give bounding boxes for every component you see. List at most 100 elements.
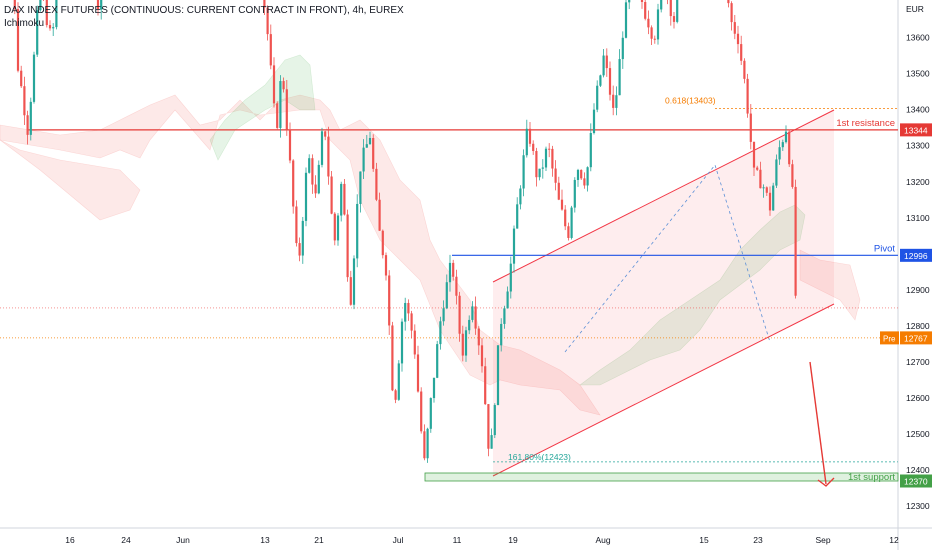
candle-body [96, 0, 100, 10]
projection-arrow [809, 361, 835, 487]
candle-body [525, 128, 528, 156]
candle-body [372, 138, 375, 169]
candle-body [320, 131, 324, 165]
candle-body [420, 391, 423, 432]
candle-body [522, 155, 525, 189]
time-tick-label: 13 [260, 535, 270, 545]
candle-body [404, 302, 407, 322]
price-tick-label: 13100 [906, 213, 930, 223]
candle-body [676, 0, 679, 22]
time-tick-label: 23 [753, 535, 763, 545]
candle-body [567, 226, 570, 238]
candle-body [400, 321, 404, 364]
candle-body [740, 44, 743, 61]
pivot-label: Pivot [874, 243, 895, 254]
pre-badge-text: Pre [883, 334, 896, 343]
candle-body [308, 158, 311, 173]
candle-body [644, 1, 647, 19]
candle-body [343, 183, 346, 215]
price-tick-label: 13400 [906, 105, 930, 115]
support-zone [424, 472, 899, 482]
cloud-bull-band [579, 204, 806, 386]
cloud-bear-band [0, 139, 141, 221]
time-tick-label: 15 [699, 535, 709, 545]
chart-header: DAX INDEX FUTURES (CONTINUOUS: CURRENT C… [4, 4, 404, 30]
time-tick-label: Jul [393, 535, 404, 545]
candle-body [471, 306, 474, 320]
candle-body [292, 160, 295, 207]
candle-body [16, 9, 20, 71]
candle-body [269, 34, 272, 66]
candle-body [548, 148, 551, 150]
candle-body [266, 7, 269, 35]
candle-body [410, 313, 413, 331]
support-price-tag-text: 12370 [904, 477, 928, 487]
candle-body [647, 18, 650, 28]
candle-body [506, 291, 509, 309]
candle-body [464, 330, 468, 356]
candle-body [359, 171, 362, 204]
resistance-label: 1st resistance [836, 118, 895, 129]
candle-body [544, 148, 548, 168]
candle-body [311, 158, 314, 185]
candle-body [628, 0, 631, 3]
candle-body [519, 188, 522, 205]
support-price-tag-bg [900, 474, 932, 488]
candle-body [452, 262, 455, 277]
candle-body [13, 0, 16, 10]
candle-body [650, 27, 653, 39]
candle-body [477, 328, 480, 346]
resistance-price-tag-bg [900, 123, 932, 137]
fib-swing-line [564, 164, 771, 353]
candle-body [784, 131, 788, 143]
candle-body [640, 0, 644, 2]
fib-0618-label: 0.618(13403) [665, 96, 716, 106]
candle-body [570, 207, 573, 238]
candle-body [560, 199, 564, 210]
candle-body [407, 302, 410, 314]
channel-fill [493, 110, 834, 476]
time-tick-label: 16 [65, 535, 75, 545]
candle-body [445, 282, 448, 309]
candle-body [778, 147, 781, 160]
candle-body [29, 101, 32, 135]
candle-body [535, 151, 538, 178]
candle-body [564, 209, 567, 227]
candle-body [624, 2, 628, 38]
candle-body [541, 167, 544, 169]
candle-body [314, 184, 317, 194]
candle-body [596, 85, 599, 110]
candle-body [746, 78, 749, 114]
candle-body [458, 295, 461, 334]
candle-body [788, 131, 791, 165]
candle-body [781, 142, 784, 148]
candle-body [500, 323, 503, 346]
time-tick-label: 24 [121, 535, 131, 545]
candle-body [461, 333, 464, 356]
price-tick-label: 12600 [906, 393, 930, 403]
candle-body [672, 16, 676, 22]
candle-body [349, 277, 352, 305]
candle-body [743, 60, 746, 79]
candle-body [538, 168, 541, 178]
ichimoku-cloud [0, 54, 861, 416]
candle-body [263, 0, 266, 8]
candle-body [423, 431, 426, 459]
rising-channel [492, 109, 835, 477]
time-tick-label: 11 [453, 535, 462, 545]
candle-body [304, 172, 308, 221]
candle-body [669, 0, 672, 17]
candle-body [48, 25, 52, 29]
resistance-price-tag: 13344 [900, 123, 932, 137]
candle-body [340, 183, 343, 216]
candle-body [576, 169, 580, 180]
candle-body [298, 243, 301, 256]
candle-body [496, 345, 500, 406]
candle-body [352, 258, 356, 305]
candle-body [285, 89, 288, 130]
candle-body [480, 345, 484, 367]
candle-body [394, 390, 397, 400]
pre-price-tag-text: 12767 [904, 333, 928, 343]
